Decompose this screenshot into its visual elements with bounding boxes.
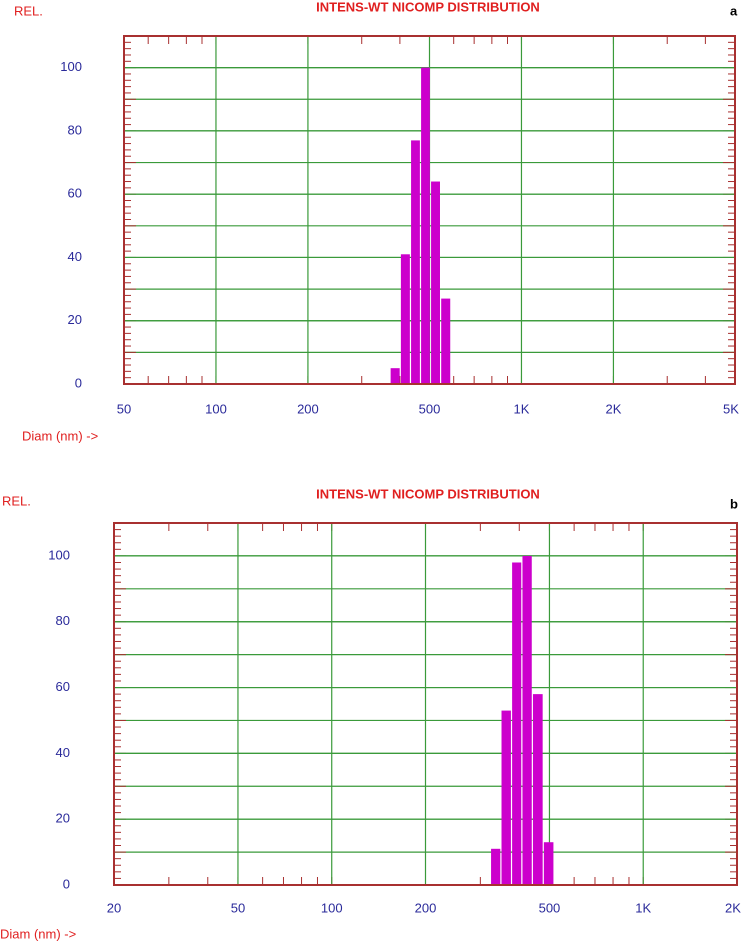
bar <box>532 694 543 885</box>
y-tick-label: 20 <box>56 811 70 826</box>
x-tick-label: 5K <box>723 401 739 416</box>
y-tick-label: 0 <box>75 375 82 390</box>
bar <box>501 710 511 885</box>
bar <box>522 555 532 885</box>
y-axis-label: REL. <box>2 493 31 508</box>
bar <box>491 848 501 885</box>
bar <box>431 181 440 384</box>
bar <box>411 140 420 384</box>
y-tick-label: 0 <box>63 876 70 891</box>
x-tick-label: 100 <box>321 900 343 915</box>
chart-title: INTENS-WT NICOMP DISTRIBUTION <box>316 0 540 14</box>
x-axis-label: Diam (nm) -> <box>0 926 76 941</box>
plot-frame <box>123 35 736 385</box>
x-tick-label: 500 <box>419 401 441 416</box>
bar <box>441 298 451 384</box>
bar <box>512 562 522 885</box>
y-tick-label: 20 <box>68 312 82 327</box>
y-tick-label: 80 <box>56 613 70 628</box>
x-axis-label: Diam (nm) -> <box>22 428 98 443</box>
x-tick-label: 100 <box>205 401 227 416</box>
y-axis-label: REL. <box>14 3 43 18</box>
y-tick-label: 60 <box>56 679 70 694</box>
y-tick-label: 40 <box>68 249 82 264</box>
x-tick-label: 50 <box>117 401 131 416</box>
x-tick-label: 1K <box>514 401 530 416</box>
x-tick-label: 20 <box>107 900 121 915</box>
x-tick-label: 2K <box>725 900 741 915</box>
x-tick-label: 500 <box>539 900 561 915</box>
y-tick-label: 100 <box>60 59 82 74</box>
panel-label: b <box>730 496 738 511</box>
y-tick-label: 80 <box>68 122 82 137</box>
plot-frame <box>113 522 738 886</box>
bar <box>400 254 410 384</box>
bar <box>390 368 400 384</box>
bar <box>543 842 554 885</box>
x-tick-label: 2K <box>605 401 621 416</box>
x-tick-label: 200 <box>415 900 437 915</box>
x-tick-label: 50 <box>231 900 245 915</box>
y-tick-label: 60 <box>68 186 82 201</box>
y-tick-label: 40 <box>56 745 70 760</box>
bar <box>421 67 430 385</box>
y-tick-label: 100 <box>48 547 70 562</box>
x-tick-label: 1K <box>635 900 651 915</box>
x-tick-label: 200 <box>297 401 319 416</box>
panel-label: a <box>730 3 738 18</box>
chart-title: INTENS-WT NICOMP DISTRIBUTION <box>316 486 540 501</box>
